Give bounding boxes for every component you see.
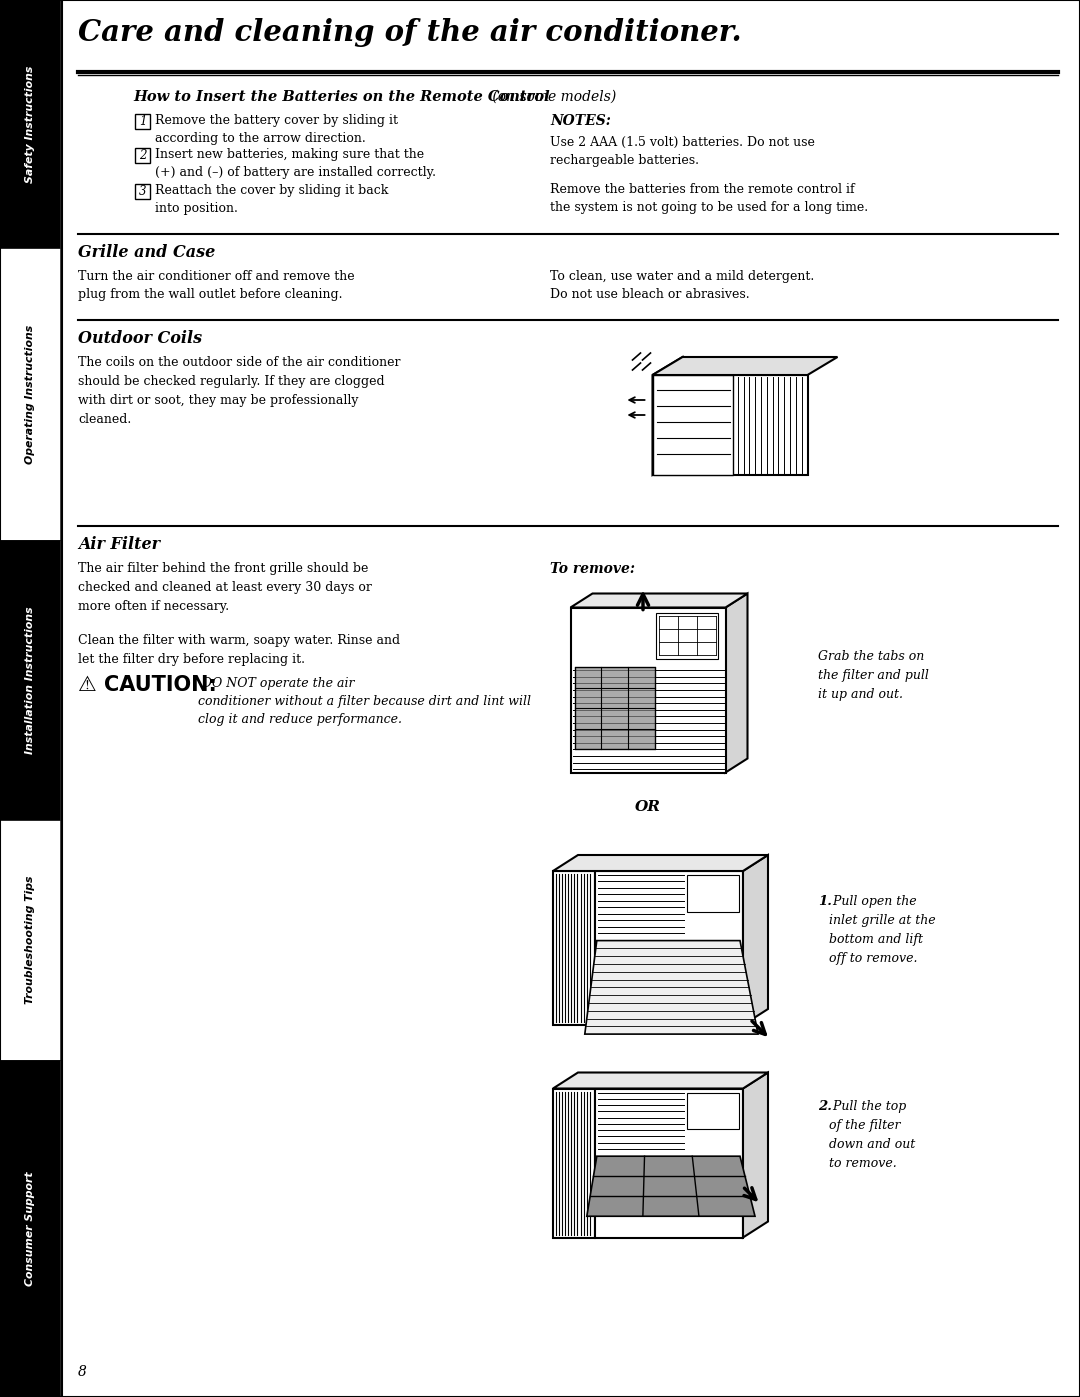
Bar [687, 875, 739, 912]
Bar [0, 0, 64, 1397]
Bar [652, 374, 733, 475]
Text: The air filter behind the front grille should be
checked and cleaned at least ev: The air filter behind the front grille s… [78, 562, 372, 613]
Text: Turn the air conditioner off and remove the
plug from the wall outlet before cle: Turn the air conditioner off and remove … [78, 270, 354, 300]
Text: Reattach the cover by sliding it back
into position.: Reattach the cover by sliding it back in… [156, 184, 389, 215]
Bar [595, 870, 743, 1025]
Text: Grille and Case: Grille and Case [78, 244, 215, 261]
Text: Remove the batteries from the remote control if
the system is not going to be us: Remove the batteries from the remote con… [550, 183, 868, 214]
Text: Insert new batteries, making sure that the
(+) and (–) of battery are installed : Insert new batteries, making sure that t… [156, 148, 436, 179]
Text: 2: 2 [138, 149, 146, 162]
Text: DO NOT operate the air
conditioner without a filter because dirt and lint will
c: DO NOT operate the air conditioner witho… [198, 678, 531, 726]
Bar [553, 870, 595, 1025]
Text: 1: 1 [138, 115, 146, 129]
Polygon shape [570, 594, 747, 608]
Bar [135, 184, 150, 198]
Text: OR: OR [635, 800, 661, 814]
Text: Installation Instructions: Installation Instructions [25, 606, 35, 754]
Text: Use 2 AAA (1.5 volt) batteries. Do not use
rechargeable batteries.: Use 2 AAA (1.5 volt) batteries. Do not u… [550, 136, 815, 168]
Text: Outdoor Coils: Outdoor Coils [78, 330, 202, 346]
Bar [135, 115, 150, 129]
Polygon shape [652, 358, 683, 475]
Bar [570, 608, 726, 773]
Text: NOTES:: NOTES: [550, 115, 611, 129]
Bar [0, 0, 60, 249]
Text: 2.: 2. [818, 1099, 832, 1113]
Polygon shape [553, 1073, 768, 1088]
Text: Clean the filter with warm, soapy water. Rinse and
let the filter dry before rep: Clean the filter with warm, soapy water.… [78, 634, 400, 666]
Bar [652, 374, 808, 475]
Text: How to Insert the Batteries on the Remote Control: How to Insert the Batteries on the Remot… [133, 89, 550, 103]
Text: Air Filter: Air Filter [78, 536, 160, 553]
Text: Remove the battery cover by sliding it
according to the arrow direction.: Remove the battery cover by sliding it a… [156, 115, 399, 145]
Bar [595, 1088, 743, 1238]
Bar [575, 666, 656, 749]
Text: Grab the tabs on
the filter and pull
it up and out.: Grab the tabs on the filter and pull it … [818, 650, 929, 701]
Text: Pull the top
of the filter
down and out
to remove.: Pull the top of the filter down and out … [829, 1099, 915, 1171]
Bar [656, 612, 718, 659]
Text: Care and cleaning of the air conditioner.: Care and cleaning of the air conditioner… [78, 18, 742, 47]
Text: Operating Instructions: Operating Instructions [25, 324, 35, 464]
Polygon shape [652, 358, 837, 374]
Polygon shape [726, 594, 747, 773]
Text: (on some models): (on some models) [488, 89, 617, 103]
Text: ⚠ CAUTION:: ⚠ CAUTION: [78, 675, 217, 694]
Polygon shape [586, 1157, 755, 1217]
Bar [687, 1092, 739, 1129]
Text: Troubleshooting Tips: Troubleshooting Tips [25, 876, 35, 1004]
Bar [0, 541, 60, 820]
Polygon shape [743, 1073, 768, 1238]
Text: To clean, use water and a mild detergent.
Do not use bleach or abrasives.: To clean, use water and a mild detergent… [550, 270, 814, 300]
Bar [0, 820, 60, 1060]
Text: Pull open the
inlet grille at the
bottom and lift
off to remove.: Pull open the inlet grille at the bottom… [829, 895, 935, 965]
Polygon shape [743, 855, 768, 1025]
Bar [135, 148, 150, 163]
Text: 8: 8 [78, 1365, 86, 1379]
Polygon shape [553, 855, 768, 870]
Text: Consumer Support: Consumer Support [25, 1171, 35, 1285]
Text: The coils on the outdoor side of the air conditioner
should be checked regularly: The coils on the outdoor side of the air… [78, 356, 401, 426]
Text: 3: 3 [138, 184, 146, 198]
Text: 1.: 1. [818, 895, 832, 908]
Bar [0, 249, 60, 541]
Bar [0, 1060, 60, 1397]
Text: Safety Instructions: Safety Instructions [25, 66, 35, 183]
Polygon shape [584, 940, 758, 1034]
Bar [553, 1088, 595, 1238]
Text: To remove:: To remove: [550, 562, 635, 576]
